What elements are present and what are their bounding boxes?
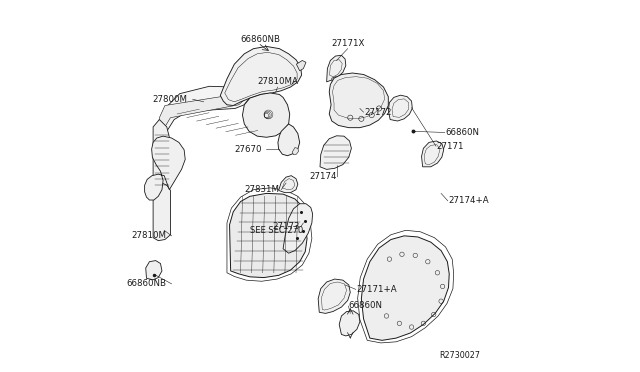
Text: 27831M: 27831M bbox=[244, 185, 280, 194]
Polygon shape bbox=[388, 95, 412, 121]
Polygon shape bbox=[145, 136, 185, 200]
Polygon shape bbox=[283, 204, 312, 253]
Text: 27800M: 27800M bbox=[153, 95, 188, 104]
Polygon shape bbox=[230, 193, 307, 278]
Polygon shape bbox=[278, 176, 298, 193]
Polygon shape bbox=[329, 73, 388, 128]
Text: 27810M: 27810M bbox=[132, 231, 167, 240]
Text: 27174: 27174 bbox=[309, 172, 337, 181]
Polygon shape bbox=[318, 279, 350, 313]
Polygon shape bbox=[296, 61, 306, 71]
Text: SEE SEC.270: SEE SEC.270 bbox=[250, 226, 303, 235]
Polygon shape bbox=[332, 77, 340, 91]
Polygon shape bbox=[422, 141, 444, 167]
Polygon shape bbox=[292, 148, 299, 155]
Polygon shape bbox=[158, 94, 246, 130]
Text: 27171X: 27171X bbox=[331, 39, 364, 48]
Text: 27171: 27171 bbox=[436, 142, 464, 151]
Polygon shape bbox=[156, 86, 250, 138]
Polygon shape bbox=[320, 136, 351, 169]
Text: 27171+A: 27171+A bbox=[356, 285, 397, 294]
Polygon shape bbox=[220, 46, 301, 106]
Polygon shape bbox=[146, 260, 162, 280]
Polygon shape bbox=[278, 124, 300, 156]
Text: 27174+A: 27174+A bbox=[449, 196, 489, 205]
Text: 27173: 27173 bbox=[272, 222, 300, 231]
Text: 66860NB: 66860NB bbox=[240, 35, 280, 44]
Text: 27670: 27670 bbox=[234, 145, 262, 154]
Text: 66860N: 66860N bbox=[445, 128, 479, 137]
Text: 66860NB: 66860NB bbox=[127, 279, 167, 288]
Polygon shape bbox=[326, 55, 346, 82]
Polygon shape bbox=[153, 119, 172, 193]
Text: 66860N: 66860N bbox=[349, 301, 383, 311]
Text: 27810MA: 27810MA bbox=[257, 77, 298, 86]
Text: 27172: 27172 bbox=[364, 108, 392, 117]
Polygon shape bbox=[362, 236, 449, 340]
Polygon shape bbox=[339, 311, 360, 336]
Text: R2730027: R2730027 bbox=[440, 350, 481, 360]
Polygon shape bbox=[153, 182, 170, 241]
Polygon shape bbox=[243, 93, 290, 137]
